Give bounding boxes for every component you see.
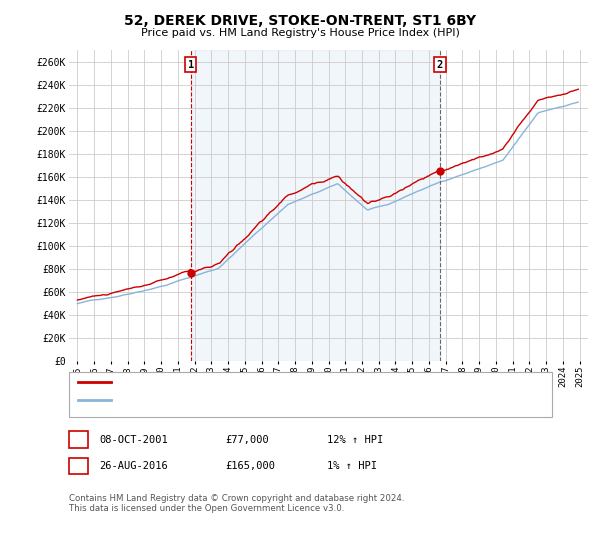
Text: Price paid vs. HM Land Registry's House Price Index (HPI): Price paid vs. HM Land Registry's House … <box>140 28 460 38</box>
Text: 1: 1 <box>188 59 194 69</box>
Text: £165,000: £165,000 <box>225 461 275 471</box>
Text: 52, DEREK DRIVE, STOKE-ON-TRENT, ST1 6BY (detached house): 52, DEREK DRIVE, STOKE-ON-TRENT, ST1 6BY… <box>117 377 429 388</box>
Text: 52, DEREK DRIVE, STOKE-ON-TRENT, ST1 6BY: 52, DEREK DRIVE, STOKE-ON-TRENT, ST1 6BY <box>124 14 476 28</box>
Text: HPI: Average price, detached house, Stoke-on-Trent: HPI: Average price, detached house, Stok… <box>117 395 368 405</box>
Bar <box>191 50 440 361</box>
Text: 2: 2 <box>76 461 82 471</box>
Text: 1% ↑ HPI: 1% ↑ HPI <box>327 461 377 471</box>
Text: 08-OCT-2001: 08-OCT-2001 <box>99 435 168 445</box>
Text: 12% ↑ HPI: 12% ↑ HPI <box>327 435 383 445</box>
Text: Contains HM Land Registry data © Crown copyright and database right 2024.
This d: Contains HM Land Registry data © Crown c… <box>69 494 404 514</box>
Text: £77,000: £77,000 <box>225 435 269 445</box>
Text: 1: 1 <box>76 435 82 445</box>
Text: 2: 2 <box>437 59 443 69</box>
Text: 26-AUG-2016: 26-AUG-2016 <box>99 461 168 471</box>
